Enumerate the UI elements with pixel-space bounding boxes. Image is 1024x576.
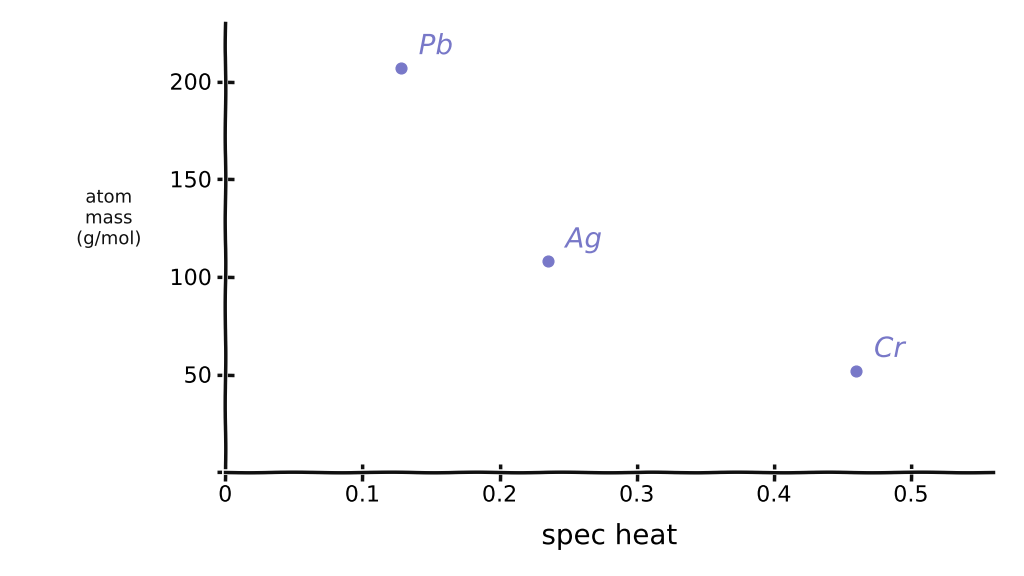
Text: Pb: Pb (419, 32, 453, 60)
Point (540, 257, 556, 266)
Text: Cr: Cr (873, 335, 905, 363)
Point (392, 63, 409, 73)
Point (848, 366, 864, 376)
Text: atom
mass
(g/mol): atom mass (g/mol) (76, 188, 141, 248)
X-axis label: spec heat: spec heat (542, 522, 677, 550)
Text: Ag: Ag (565, 226, 602, 253)
